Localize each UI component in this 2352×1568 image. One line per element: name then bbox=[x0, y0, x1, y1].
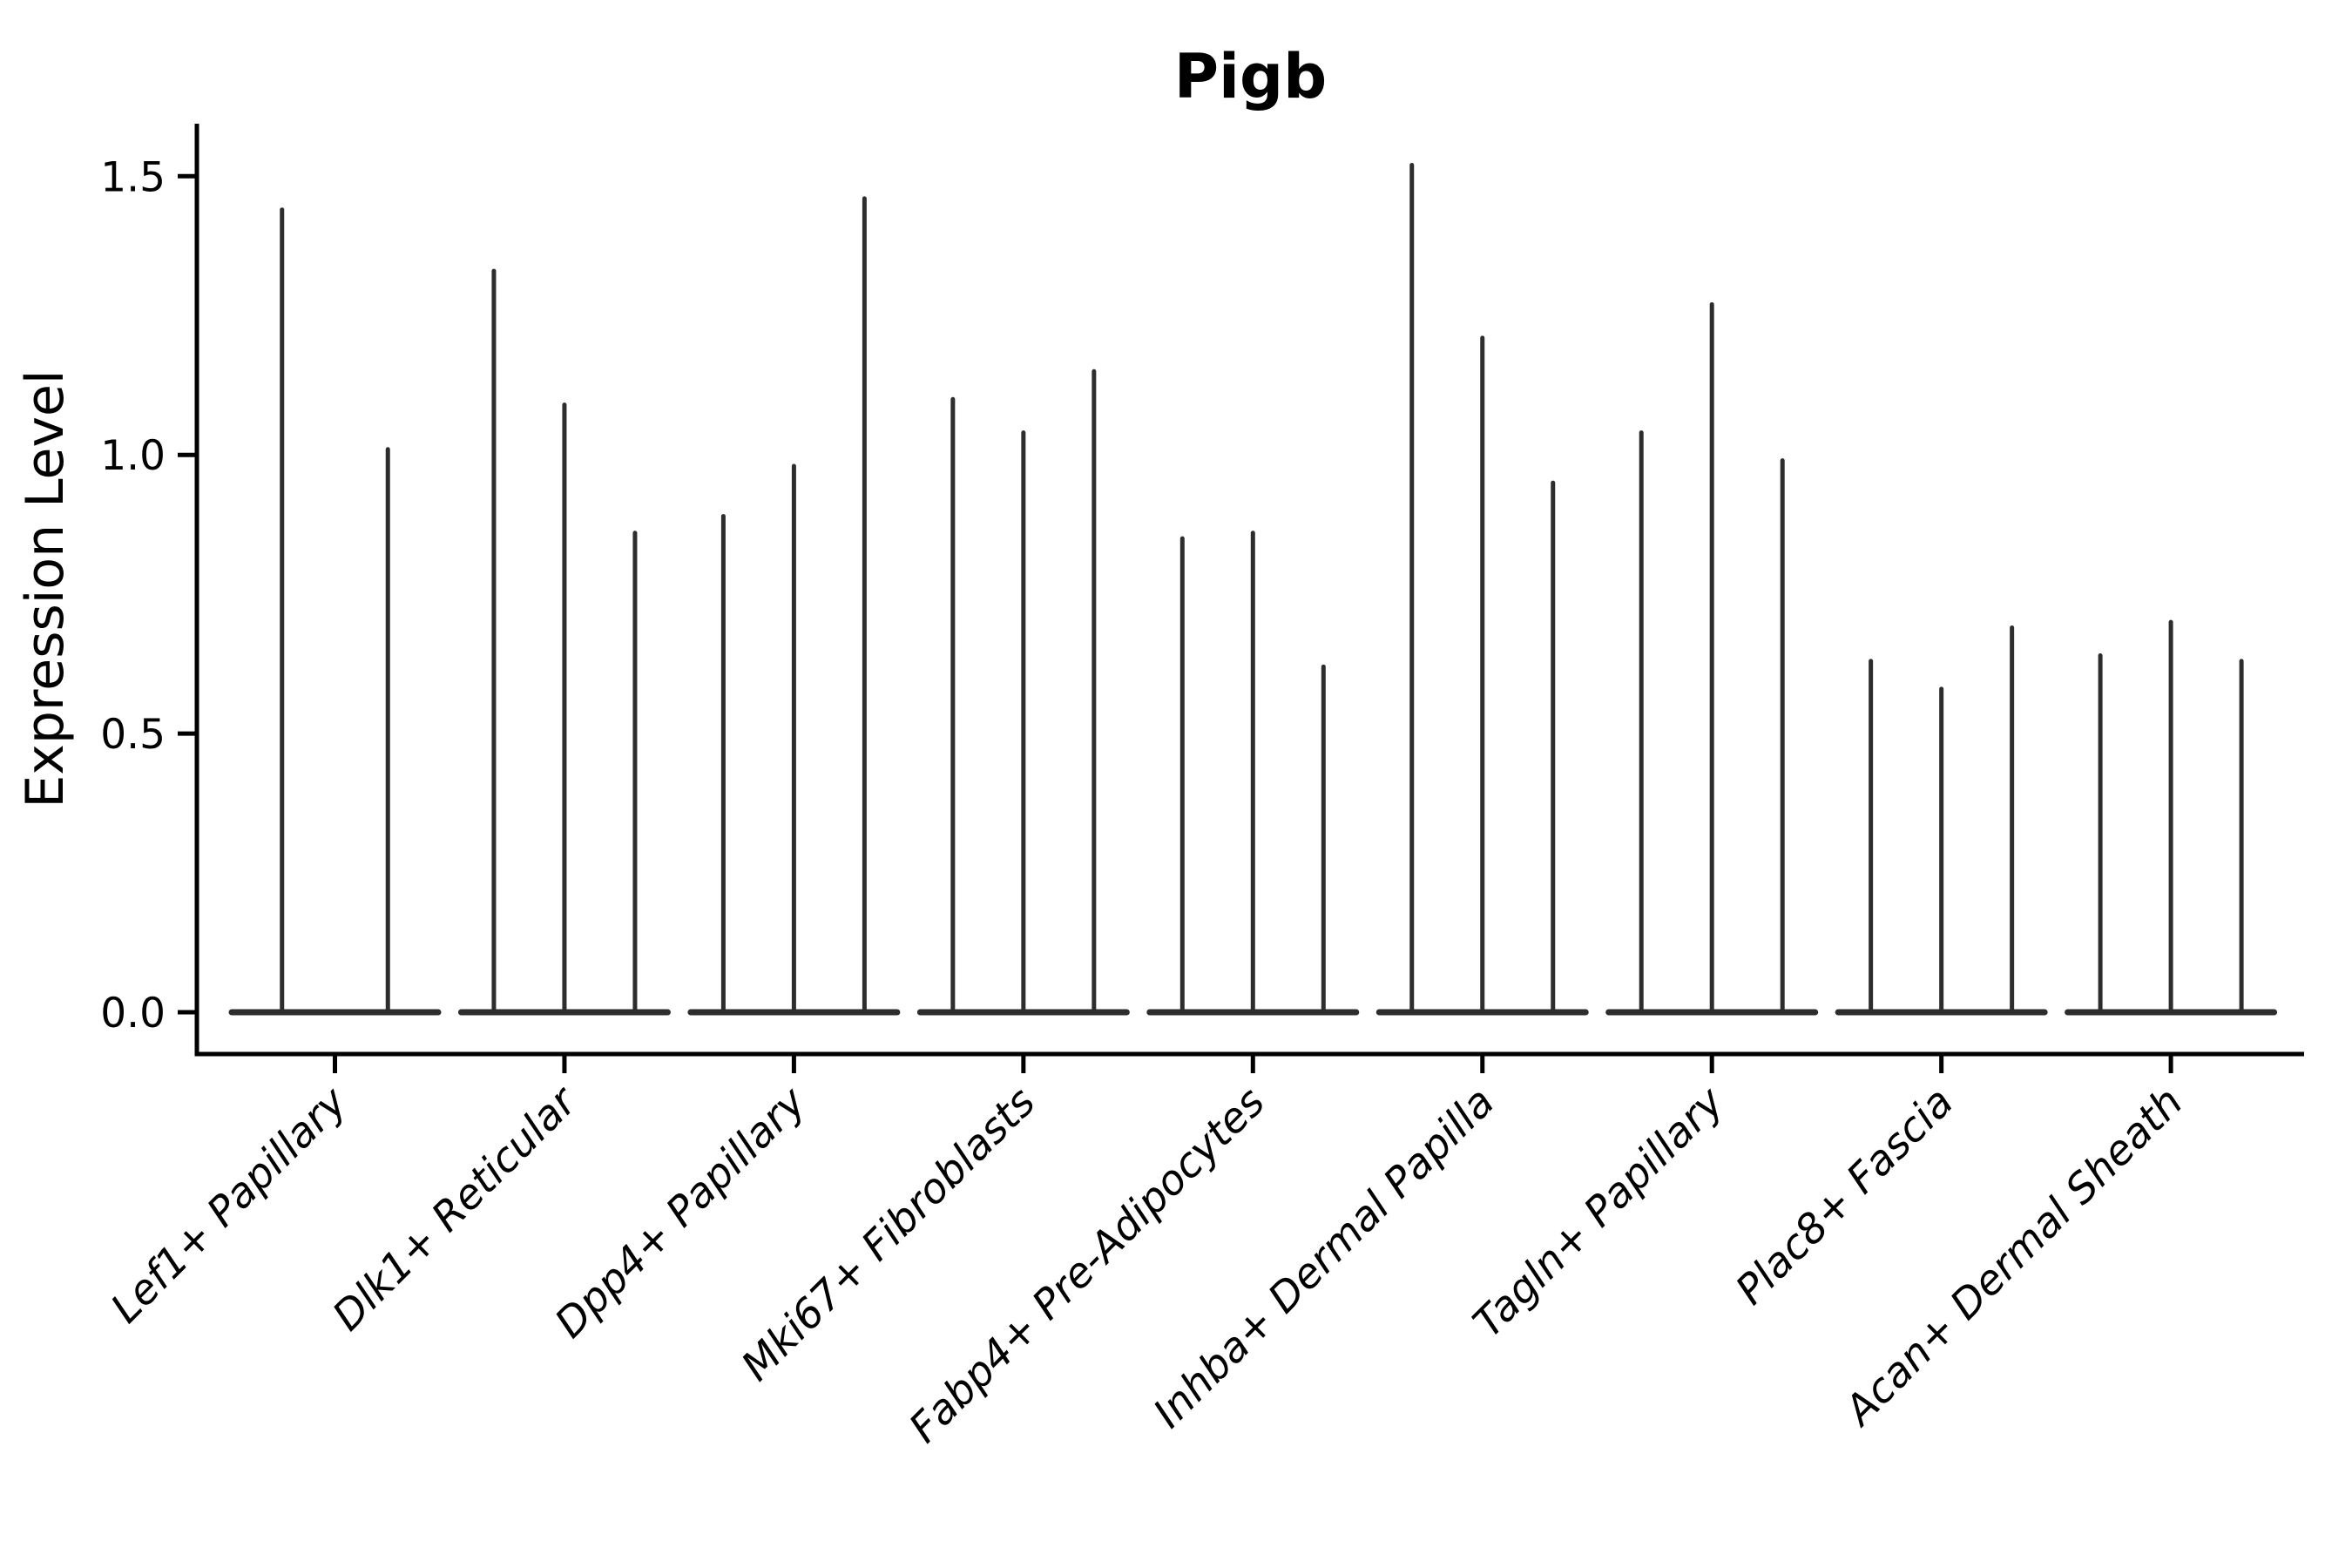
chart-title: Pigb bbox=[1174, 41, 1328, 112]
y-tick-label: 1.0 bbox=[100, 432, 166, 480]
violin-category-8 bbox=[2065, 619, 2278, 1016]
violin-category-4 bbox=[1146, 531, 1360, 1016]
violin-category-6 bbox=[1605, 301, 1819, 1016]
y-axis-label: Expression Level bbox=[15, 369, 76, 808]
violin-category-5 bbox=[1375, 163, 1589, 1016]
y-tick-label: 0.5 bbox=[100, 711, 166, 759]
violins-group bbox=[228, 163, 2278, 1016]
violin-category-0 bbox=[228, 207, 442, 1016]
y-tick-label: 0.0 bbox=[100, 990, 166, 1037]
violin-category-1 bbox=[457, 268, 671, 1016]
violin-category-2 bbox=[687, 196, 901, 1016]
axes-group bbox=[194, 124, 2304, 1057]
violin-category-7 bbox=[1835, 625, 2048, 1016]
y-tick-label: 1.5 bbox=[100, 153, 166, 201]
violin-category-3 bbox=[916, 368, 1130, 1016]
